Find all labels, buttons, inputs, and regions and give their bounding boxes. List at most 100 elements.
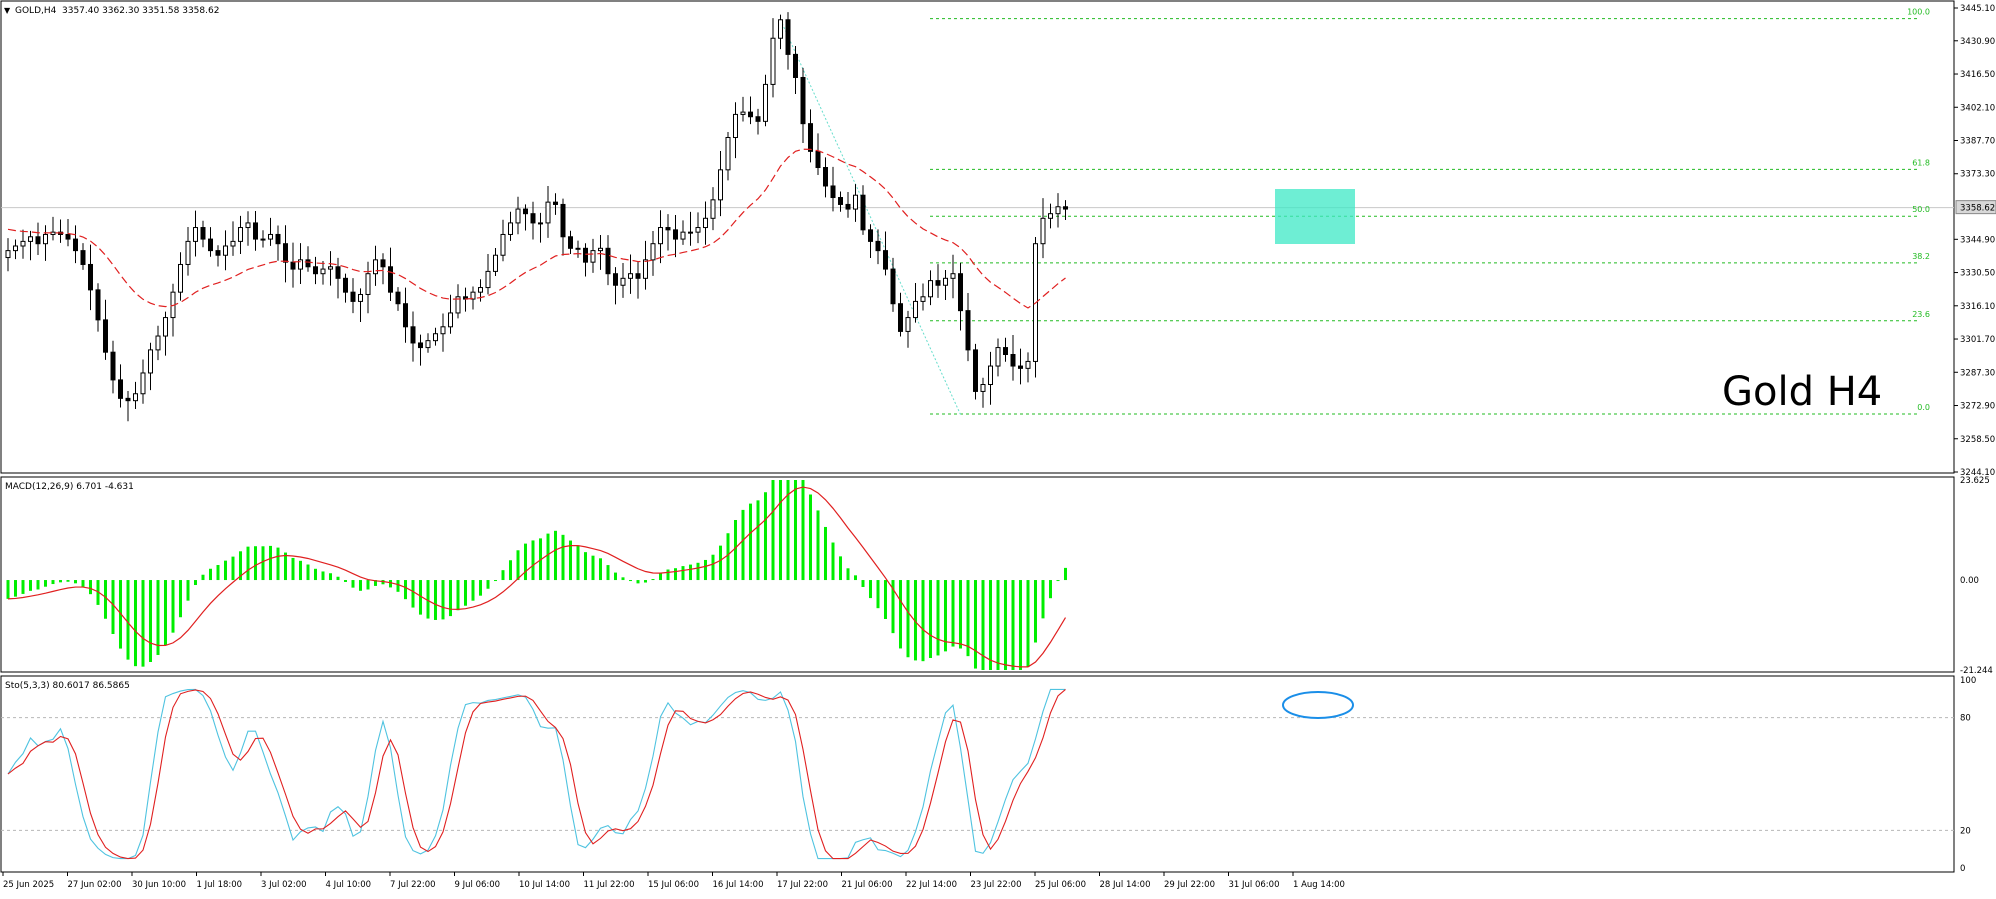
price-axis-label: 3430.90 bbox=[1960, 37, 1995, 47]
bear-candle bbox=[275, 233, 281, 245]
bear-candle bbox=[973, 349, 978, 392]
macd-histogram-bar bbox=[809, 494, 812, 581]
macd-histogram-bar bbox=[291, 557, 295, 581]
bull-candle bbox=[905, 317, 911, 332]
symbol-timeframe: GOLD,H4 bbox=[15, 6, 57, 16]
stoch-axis-label: 100 bbox=[1960, 676, 1976, 686]
bear-candle bbox=[103, 319, 108, 353]
bull-candle bbox=[43, 233, 48, 245]
bull-candle bbox=[1055, 206, 1061, 215]
macd-histogram-bar bbox=[884, 580, 887, 620]
bull-candle bbox=[725, 137, 731, 171]
bull-candle bbox=[658, 227, 663, 245]
macd-histogram-bar bbox=[261, 546, 265, 581]
macd-histogram-bar bbox=[126, 580, 130, 660]
macd-histogram-bar bbox=[44, 580, 47, 587]
macd-panel-frame bbox=[0, 476, 1955, 673]
macd-histogram-bar bbox=[141, 580, 145, 667]
price-axis-label: 3287.30 bbox=[1960, 368, 1995, 378]
macd-histogram-bar bbox=[164, 580, 167, 646]
stoch-title: Sto(5,3,3) 80.6017 86.5865 bbox=[5, 681, 130, 691]
stoch-axis-label: 20 bbox=[1960, 826, 1971, 836]
time-axis-label: 1 Aug 14:00 bbox=[1293, 880, 1345, 890]
macd-histogram-bar bbox=[876, 580, 880, 609]
fib-level-label: 50.0 bbox=[1912, 205, 1930, 214]
macd-histogram-bar bbox=[696, 562, 700, 581]
bear-candle bbox=[88, 263, 93, 291]
bear-candle bbox=[95, 289, 101, 321]
macd-histogram-bar bbox=[456, 580, 460, 611]
time-axis-label: 25 Jul 06:00 bbox=[1035, 880, 1086, 890]
bear-candle bbox=[830, 185, 836, 199]
bear-candle bbox=[530, 213, 536, 224]
macd-histogram-bar bbox=[734, 519, 737, 581]
macd-histogram-bar bbox=[906, 580, 910, 658]
bear-candle bbox=[808, 123, 813, 152]
macd-histogram-bar bbox=[194, 580, 197, 586]
macd-histogram-bar bbox=[561, 534, 565, 581]
bear-candle bbox=[418, 342, 423, 349]
macd-histogram-bar bbox=[831, 542, 835, 581]
macd-histogram-bar bbox=[179, 580, 182, 618]
macd-histogram-bar bbox=[524, 543, 527, 581]
macd-histogram-bar bbox=[419, 580, 422, 615]
price-axis-label: 3301.70 bbox=[1960, 335, 1995, 345]
ohlc-values: 3357.40 3362.30 3351.58 3358.62 bbox=[62, 6, 219, 16]
bear-candle bbox=[823, 167, 828, 187]
bull-candle bbox=[710, 199, 716, 219]
macd-histogram-bar bbox=[891, 580, 895, 634]
bear-candle bbox=[800, 76, 806, 125]
bull-candle bbox=[328, 266, 333, 270]
macd-histogram-bar bbox=[501, 570, 505, 581]
macd-histogram-bar bbox=[966, 580, 970, 657]
bull-candle bbox=[155, 335, 161, 351]
macd-histogram-bar bbox=[336, 576, 340, 581]
macd-histogram-bar bbox=[786, 480, 790, 581]
macd-histogram-bar bbox=[464, 580, 467, 606]
fib-level-label: 23.6 bbox=[1912, 310, 1930, 319]
stoch-axis-label: 80 bbox=[1960, 714, 1971, 724]
stoch-axis-label: 0 bbox=[1960, 864, 1965, 874]
fib-trendline bbox=[780, 19, 961, 415]
macd-histogram-bar bbox=[576, 545, 580, 581]
macd-histogram-bar bbox=[449, 580, 452, 617]
bear-candle bbox=[35, 236, 41, 245]
price-axis-label: 3330.50 bbox=[1960, 269, 1995, 279]
macd-histogram-bar bbox=[1026, 580, 1030, 667]
macd-histogram-bar bbox=[351, 580, 355, 588]
bear-candle bbox=[290, 261, 296, 270]
macd-histogram-bar bbox=[59, 580, 62, 583]
bull-candle bbox=[770, 37, 776, 85]
macd-histogram-bar bbox=[569, 540, 572, 581]
bear-candle bbox=[785, 19, 791, 55]
macd-histogram-bar bbox=[824, 526, 827, 581]
bull-candle bbox=[133, 393, 138, 402]
macd-histogram-bar bbox=[359, 580, 362, 591]
bull-candle bbox=[193, 227, 198, 242]
bull-candle bbox=[688, 231, 693, 234]
bull-candle bbox=[13, 245, 18, 252]
macd-histogram-bar bbox=[404, 580, 407, 600]
macd-histogram-bar bbox=[299, 560, 302, 581]
bear-candle bbox=[583, 247, 588, 263]
bear-candle bbox=[935, 280, 941, 286]
bear-candle bbox=[410, 326, 416, 344]
macd-histogram-bar bbox=[14, 580, 17, 597]
bear-candle bbox=[313, 266, 318, 275]
macd-axis-label: 23.625 bbox=[1960, 476, 1990, 486]
macd-histogram-bar bbox=[644, 580, 647, 583]
macd-histogram-bar bbox=[381, 580, 385, 585]
bull-candle bbox=[598, 247, 603, 252]
bull-candle bbox=[163, 317, 168, 337]
time-axis-label: 16 Jul 14:00 bbox=[713, 880, 764, 890]
bear-candle bbox=[868, 229, 873, 242]
bull-candle bbox=[223, 245, 228, 256]
macd-histogram-bar bbox=[186, 580, 190, 601]
bull-candle bbox=[470, 291, 476, 300]
macd-histogram-bar bbox=[974, 580, 977, 669]
collapse-arrow-icon[interactable]: ▼ bbox=[4, 6, 11, 15]
bear-candle bbox=[890, 268, 896, 305]
macd-histogram-bar bbox=[246, 546, 250, 581]
bear-candle bbox=[755, 116, 761, 122]
